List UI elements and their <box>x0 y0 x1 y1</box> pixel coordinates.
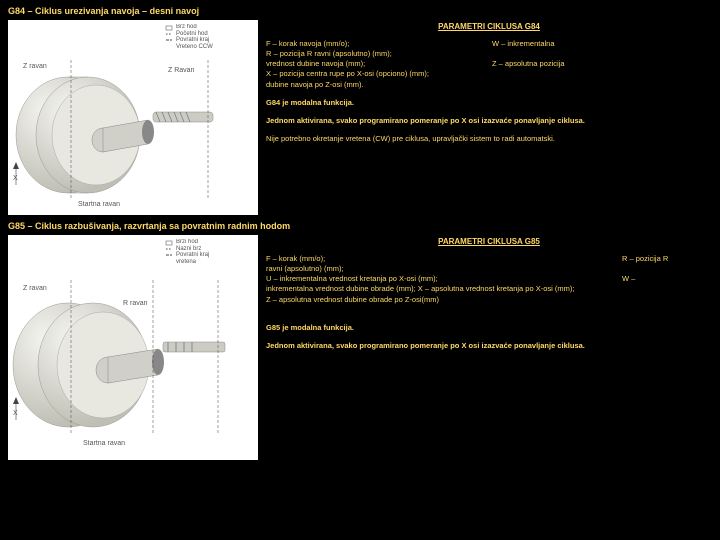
g85-lbl-z: Z ravan <box>23 285 47 292</box>
g84-param-header: PARAMETRI CIKLUSA G84 <box>266 22 712 31</box>
g85-params-left: F – korak (mm/o); ravni (apsolutno) (mm)… <box>266 254 616 305</box>
g84-diagram: Z ravan Z Ravan Startna ravan X Brz hod … <box>8 20 258 215</box>
g84-params-right: W – inkrementalna Z – apsolutna pozicija <box>492 39 712 90</box>
g85-diagram: Z ravan R ravan Startna ravan X Brzi hod… <box>8 235 258 460</box>
g85-lbl-top: Brzi hod Nazni brz Povratni kraj vretena <box>176 239 254 265</box>
g85-title: G85 – Ciklus razbušivanja, razvrtanja sa… <box>8 221 712 231</box>
g84-note-spindle: Nije potrebno okretanje vretena (CW) pre… <box>266 134 712 144</box>
g84-lbl-x: X <box>13 175 18 182</box>
g84-params-left: F – korak navoja (mm/o); R – pozicija R … <box>266 39 486 90</box>
g85-param-header: PARAMETRI CIKLUSA G85 <box>266 237 712 246</box>
g84-lbl-z: Z ravan <box>23 63 47 70</box>
g84-lbl-start: Startna ravan <box>78 201 120 208</box>
g85-params-right: R – pozicija R W – <box>622 254 712 305</box>
g84-lbl-zaxis: Z Ravan <box>168 67 195 74</box>
g85-lbl-x: X <box>13 410 18 417</box>
g84-lbl-top: Brz hod Početni hod Povratni kraj Vreten… <box>176 24 254 50</box>
g85-lbl-start: Startna ravan <box>83 440 125 447</box>
g84-note-modal: G84 je modalna funkcija. <box>266 98 712 108</box>
g85-note-modal: G85 je modalna funkcija. <box>266 323 712 333</box>
g85-note-repeat: Jednom aktivirana, svako programirano po… <box>266 341 712 351</box>
g85-lbl-r: R ravan <box>123 300 148 307</box>
g84-title: G84 – Ciklus urezivanja navoja – desni n… <box>8 6 712 16</box>
g84-note-repeat: Jednom aktivirana, svako programirano po… <box>266 116 712 126</box>
